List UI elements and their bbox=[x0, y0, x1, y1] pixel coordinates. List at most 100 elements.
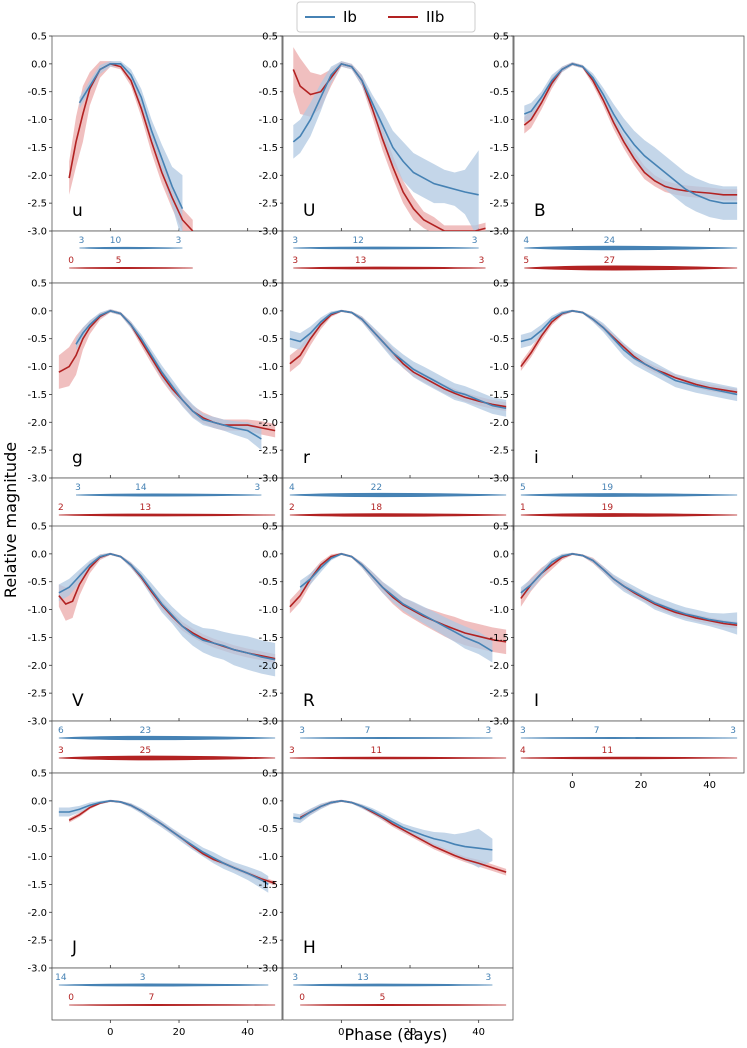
y-tick-label: -1.5 bbox=[258, 880, 278, 891]
line-IIb-g bbox=[58, 310, 276, 432]
count-label-Ib: 3 bbox=[486, 973, 492, 983]
line-Ib-I bbox=[520, 553, 738, 625]
y-tick-label: -0.5 bbox=[27, 87, 47, 98]
band-Ib-R bbox=[300, 552, 493, 663]
line-IIb-U bbox=[292, 62, 486, 231]
y-tick-label: -1.0 bbox=[258, 362, 278, 373]
band-label-i: i bbox=[534, 448, 539, 468]
line-IIb-R bbox=[289, 553, 507, 643]
count-label-Ib: 3 bbox=[299, 726, 305, 736]
count-label-IIb: 13 bbox=[140, 503, 151, 513]
panel-U: 0.50.0-0.5-1.0-1.5-2.0-2.5-3.0U3 12 33 13 3 bbox=[258, 32, 514, 286]
y-tick-label: -3.0 bbox=[489, 717, 509, 728]
count-label-Ib: 3 bbox=[140, 973, 146, 983]
count-strip-IIb bbox=[300, 1004, 507, 1006]
count-frame bbox=[513, 477, 745, 531]
count-label-IIb: 7 bbox=[149, 993, 155, 1003]
y-tick-label: -0.5 bbox=[258, 824, 278, 835]
y-tick-label: -0.5 bbox=[258, 87, 278, 98]
count-frame bbox=[282, 967, 514, 1021]
count-label-Ib: 3 bbox=[730, 726, 736, 736]
y-tick-label: -3.0 bbox=[258, 227, 278, 238]
y-tick-label: -2.0 bbox=[489, 418, 509, 429]
count-label-Ib: 3 bbox=[292, 973, 298, 983]
count-strip-Ib bbox=[58, 735, 276, 741]
count-strip-Ib bbox=[293, 246, 479, 250]
y-tick-label: -1.5 bbox=[489, 633, 509, 644]
y-tick-label: -2.0 bbox=[489, 171, 509, 182]
y-tick-label: -1.0 bbox=[489, 115, 509, 126]
count-strip-Ib bbox=[293, 983, 493, 987]
panel-grid: 0.50.0-0.5-1.0-1.5-2.0-2.5-3.0u3 10 30 50.5… bbox=[27, 32, 745, 1038]
y-tick-label: 0.0 bbox=[31, 306, 47, 317]
count-frame bbox=[513, 720, 745, 774]
count-label-Ib: 3 bbox=[255, 483, 261, 493]
band-Ib-u bbox=[79, 61, 183, 231]
y-tick-label: -1.0 bbox=[27, 605, 47, 616]
count-label-Ib: 3 bbox=[520, 726, 526, 736]
band-Ib-g bbox=[76, 309, 262, 451]
y-tick-label: 0.5 bbox=[262, 32, 278, 43]
band-Ib-U bbox=[293, 61, 479, 231]
y-axis-label: Relative magnitude bbox=[1, 442, 20, 598]
y-tick-label: 0.0 bbox=[262, 59, 278, 70]
y-tick-label: -1.5 bbox=[258, 143, 278, 154]
band-Ib-i bbox=[520, 309, 738, 402]
line-IIb-u bbox=[68, 63, 194, 231]
count-label-Ib: 7 bbox=[365, 726, 371, 736]
count-strip-IIb bbox=[524, 265, 738, 271]
panel-frame bbox=[282, 282, 514, 479]
y-tick-label: 0.5 bbox=[493, 522, 509, 533]
count-strip-IIb bbox=[58, 513, 276, 517]
count-label-IIb: 5 bbox=[380, 993, 386, 1003]
y-tick-label: -2.0 bbox=[27, 171, 47, 182]
y-tick-label: -0.5 bbox=[27, 577, 47, 588]
y-tick-label: -2.5 bbox=[27, 936, 47, 947]
panel-r: 0.50.0-0.5-1.0-1.5-2.0-2.5-3.0r4 222 18 bbox=[258, 279, 514, 533]
y-tick-label: 0.5 bbox=[262, 769, 278, 780]
y-tick-label: -2.5 bbox=[258, 936, 278, 947]
y-tick-label: -3.0 bbox=[27, 474, 47, 485]
y-tick-label: -1.5 bbox=[27, 390, 47, 401]
count-label-Ib: 7 bbox=[594, 726, 600, 736]
x-tick-label: 40 bbox=[703, 780, 716, 791]
count-frame bbox=[51, 477, 283, 531]
panel-frame bbox=[282, 525, 514, 722]
y-tick-label: -1.5 bbox=[27, 880, 47, 891]
line-Ib-R bbox=[299, 553, 493, 653]
y-tick-label: 0.0 bbox=[493, 306, 509, 317]
y-tick-label: 0.5 bbox=[262, 279, 278, 290]
count-frame bbox=[282, 720, 514, 774]
line-IIb-i bbox=[520, 310, 738, 393]
band-label-r: r bbox=[303, 448, 310, 468]
count-label-IIb: 5 bbox=[116, 256, 122, 266]
y-tick-label: -3.0 bbox=[27, 717, 47, 728]
count-label-Ib: 3 bbox=[79, 236, 85, 246]
count-label-IIb: 19 bbox=[602, 503, 614, 513]
y-tick-label: -2.5 bbox=[258, 689, 278, 700]
x-tick-label: 40 bbox=[472, 1027, 485, 1038]
y-tick-label: -2.0 bbox=[27, 418, 47, 429]
y-tick-label: -3.0 bbox=[27, 964, 47, 975]
count-label-IIb: 0 bbox=[68, 256, 74, 266]
y-tick-label: -3.0 bbox=[489, 227, 509, 238]
y-tick-label: -2.0 bbox=[27, 661, 47, 672]
count-label-Ib: 19 bbox=[602, 483, 614, 493]
panel-B: 0.5 0.0 -0.5 -1.0 -1.5 -2.0 -2.5 -3.0 B 4 24 5 27 bbox=[489, 32, 745, 286]
count-label-Ib: 4 bbox=[523, 236, 529, 246]
band-label-U: U bbox=[303, 201, 315, 221]
line-Ib-H bbox=[293, 800, 493, 851]
count-label-IIb: 13 bbox=[355, 256, 366, 266]
y-tick-label: 0.5 bbox=[31, 522, 47, 533]
band-label-u: u bbox=[72, 201, 83, 221]
y-tick-label: 0.0 bbox=[31, 59, 47, 70]
y-tick-label: -2.0 bbox=[258, 908, 278, 919]
line-Ib-g bbox=[75, 310, 262, 440]
count-label-IIb: 0 bbox=[299, 993, 305, 1003]
y-tick-label: -1.0 bbox=[489, 362, 509, 373]
count-label-Ib: 5 bbox=[520, 483, 526, 493]
y-tick-label: -0.5 bbox=[258, 577, 278, 588]
count-strip-Ib bbox=[520, 737, 738, 739]
y-tick-label: -0.5 bbox=[27, 824, 47, 835]
count-label-IIb: 0 bbox=[68, 993, 74, 1003]
